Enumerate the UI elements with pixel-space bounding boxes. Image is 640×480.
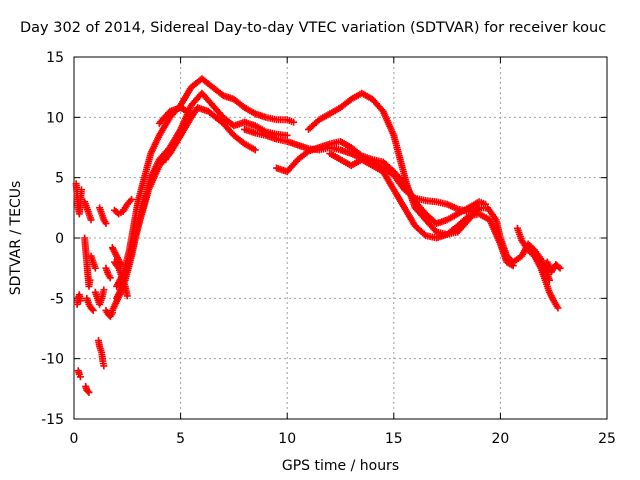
grid-layer <box>74 57 607 419</box>
data-point <box>128 195 136 203</box>
x-tick-label: 15 <box>385 431 403 447</box>
series-early-cluster-11 <box>95 337 108 370</box>
series-early-cluster-5 <box>83 294 97 314</box>
data-point <box>108 309 116 317</box>
data-point <box>84 387 92 395</box>
data-point <box>114 263 122 271</box>
x-tick-label: 20 <box>491 431 509 447</box>
series-early-cluster-10 <box>91 286 108 308</box>
y-tick-label: -5 <box>50 291 64 307</box>
series-trace-10 <box>513 224 562 312</box>
data-point <box>85 388 93 396</box>
data-point <box>76 297 84 305</box>
data-point <box>283 131 291 139</box>
series-trace-4 <box>155 104 191 127</box>
series-early-cluster-8 <box>87 252 99 272</box>
x-axis-label: GPS time / hours <box>282 458 399 474</box>
y-tick-label: -15 <box>41 412 64 428</box>
series-trace-5 <box>162 131 185 164</box>
data-point <box>554 304 562 312</box>
data-point <box>123 292 131 300</box>
data-point <box>89 306 97 314</box>
data-point <box>102 220 110 228</box>
y-tick-label: 10 <box>46 110 64 126</box>
data-point <box>77 186 85 194</box>
data-point <box>251 146 259 154</box>
y-tick-label: 5 <box>55 171 64 187</box>
data-point <box>106 274 114 282</box>
data-point <box>177 131 185 139</box>
series-early-cluster-15 <box>111 195 136 218</box>
data-point <box>290 118 298 126</box>
x-tick-label: 0 <box>70 431 79 447</box>
tick-layer: 0 5 10 15 20 25 -15 -10 -5 0 5 10 15 <box>41 50 616 447</box>
y-axis-label: SDTVAR / TECUs <box>8 181 24 296</box>
data-point <box>509 262 517 270</box>
series-early-cluster-3 <box>74 367 84 381</box>
series-trace-11 <box>539 258 564 276</box>
series-trace-1 <box>113 75 298 290</box>
data-point <box>556 264 564 272</box>
y-tick-label: 15 <box>46 50 64 66</box>
series-early-cluster-12 <box>102 306 116 320</box>
data-point <box>88 305 96 313</box>
data-point <box>463 214 471 222</box>
series-early-cluster-16 <box>111 258 131 300</box>
x-tick-label: 10 <box>278 431 296 447</box>
series-trace-9 <box>326 150 517 270</box>
series-trace-7 <box>273 137 489 228</box>
series-early-cluster-6 <box>82 382 93 396</box>
data-layer <box>72 75 564 396</box>
data-point <box>100 286 108 294</box>
data-point <box>555 263 563 271</box>
data-point <box>420 230 428 238</box>
data-point <box>87 216 95 224</box>
chart-title: Day 302 of 2014, Sidereal Day-to-day VTE… <box>20 20 607 36</box>
data-point <box>86 276 94 284</box>
data-point <box>183 107 191 115</box>
series-early-cluster-2 <box>73 291 84 308</box>
series-early-cluster-4 <box>81 234 94 290</box>
x-tick-label: 25 <box>598 431 616 447</box>
x-tick-label: 5 <box>176 431 185 447</box>
y-tick-label: 0 <box>55 231 64 247</box>
series-early-cluster-7 <box>81 198 95 224</box>
data-point <box>100 362 108 370</box>
series-early-cluster-9 <box>96 204 110 228</box>
data-point <box>176 133 184 141</box>
series-early-cluster-13 <box>102 264 114 282</box>
series-trace-8 <box>305 89 553 284</box>
y-tick-label: -10 <box>41 352 64 368</box>
data-point <box>76 373 84 381</box>
series-early-cluster-1 <box>72 180 85 218</box>
data-point <box>91 264 99 272</box>
